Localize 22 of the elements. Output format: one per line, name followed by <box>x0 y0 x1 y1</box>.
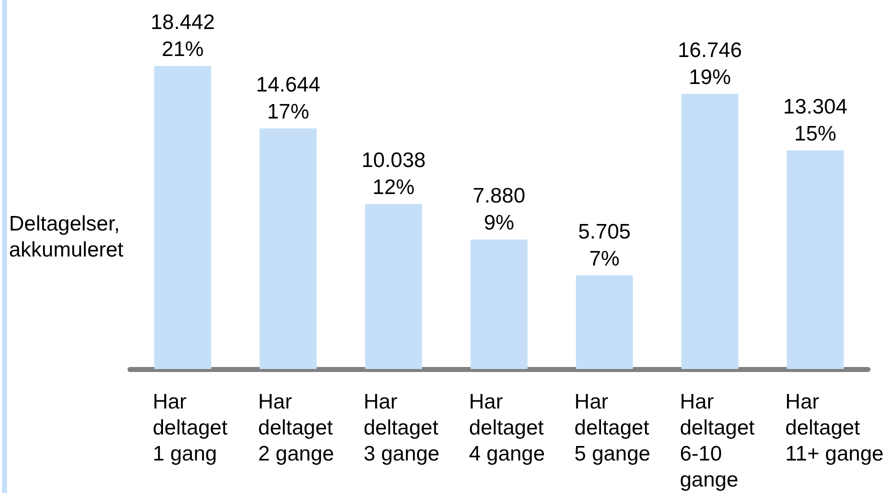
bar <box>786 150 844 369</box>
x-tick-label: Har deltaget 11+ gange <box>785 390 884 466</box>
data-label: 5.705 7% <box>578 220 631 270</box>
data-label: 7.880 9% <box>472 184 526 235</box>
data-label: 10.038 12% <box>361 149 426 200</box>
bar <box>681 94 738 369</box>
data-label: 16.746 19% <box>678 38 742 89</box>
bar <box>576 275 633 369</box>
bar <box>154 66 212 369</box>
bar <box>470 240 528 369</box>
bar <box>365 204 422 369</box>
x-tick-label: Har deltaget 6-10 gange <box>680 390 755 492</box>
x-tick-label: Har deltaget 5 gange <box>574 390 650 466</box>
x-tick-label: Har deltaget 1 gang <box>152 390 228 466</box>
x-tick-label: Har deltaget 4 gange <box>469 390 545 466</box>
x-tick-label: Har deltaget 3 gange <box>364 390 440 466</box>
data-label: 13.304 15% <box>783 95 848 146</box>
data-label: 14.644 17% <box>256 73 321 124</box>
bar <box>260 128 317 369</box>
x-tick-label: Har deltaget 2 gange <box>258 390 334 466</box>
data-label: 18.442 21% <box>150 11 215 61</box>
y-axis-title: Deltagelser, akkumuleret <box>9 212 124 262</box>
